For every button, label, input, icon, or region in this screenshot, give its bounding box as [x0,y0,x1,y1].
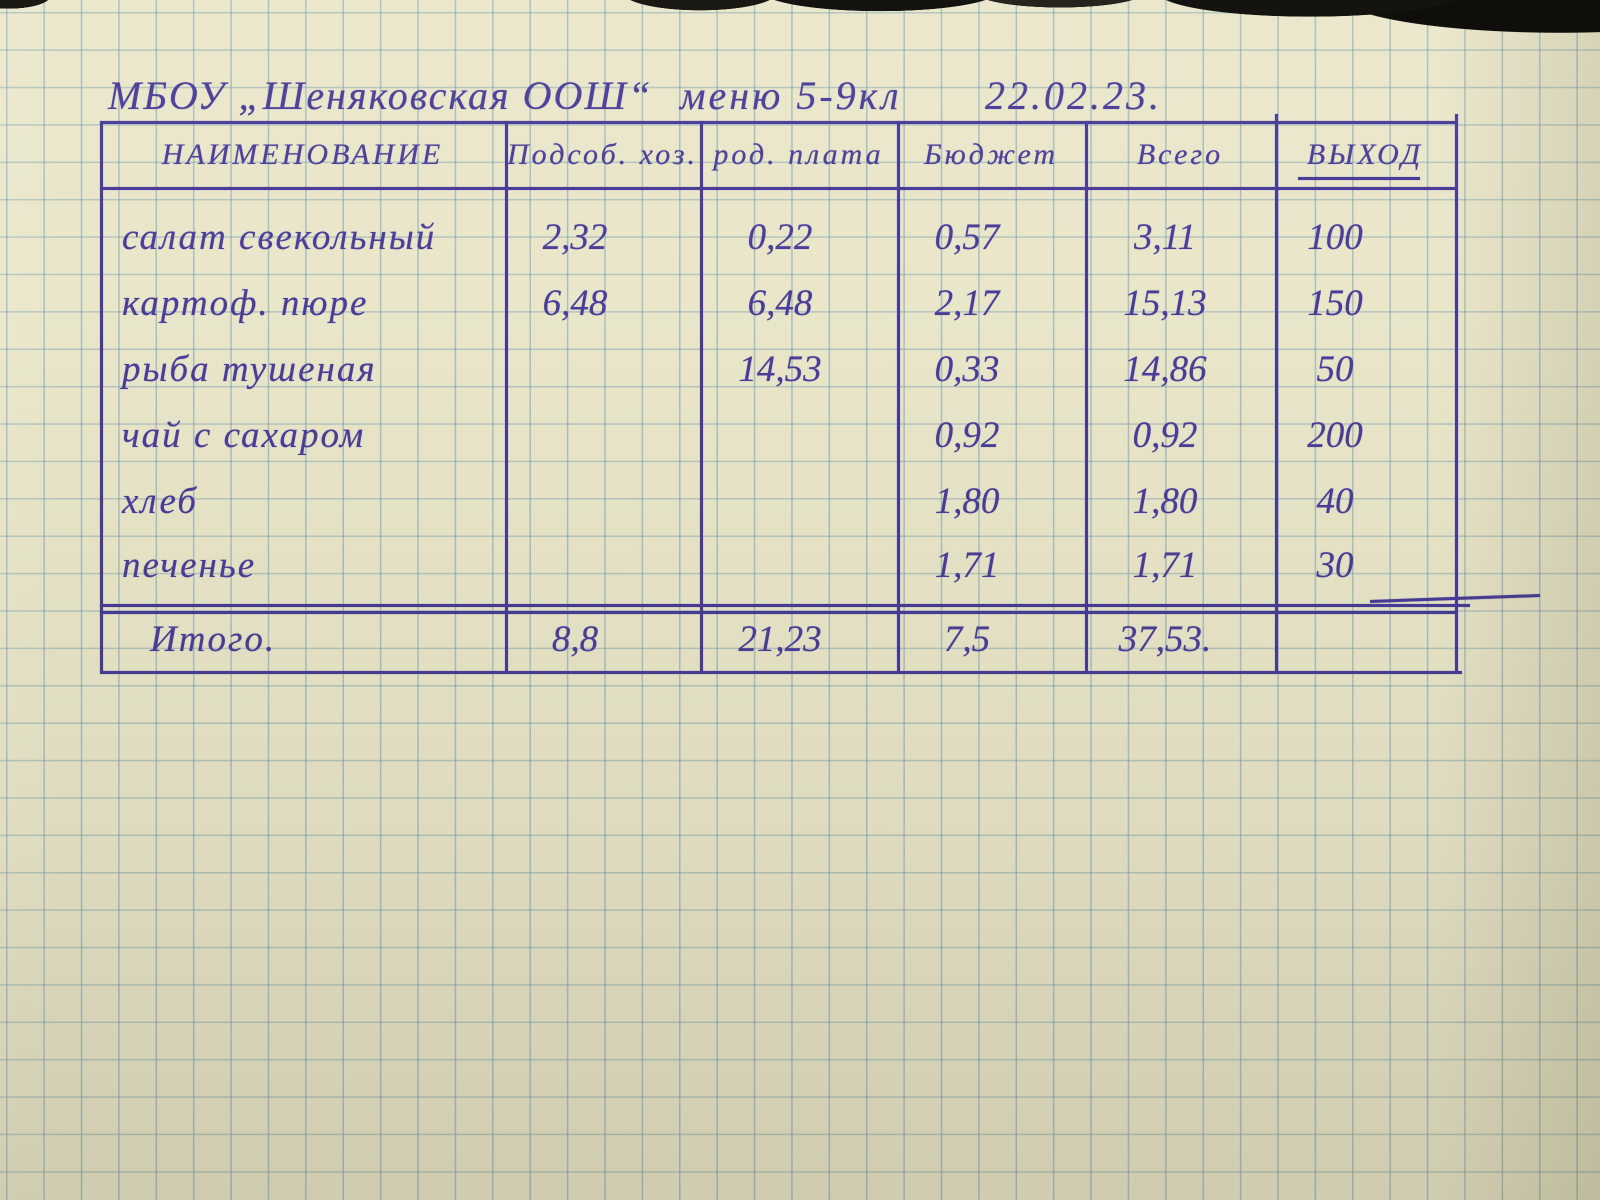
table-row: чай с сахаром 0,92 0,92 200 [0,414,1600,466]
dish-name: хлеб [122,481,199,522]
cell-podsob: 2,32 [542,217,608,258]
cell-vyhod: 100 [1307,217,1363,258]
cell-vyhod: 30 [1316,545,1354,586]
cell-rod: 21,23 [738,619,822,660]
dish-name: салат свекольный [122,217,437,258]
cell-vsego: 0,92 [1132,415,1198,456]
cell-vyhod: 50 [1316,349,1354,390]
table-row: печенье 1,71 1,71 30 [0,544,1600,596]
table-top-line [100,121,1457,124]
col-header-rod: род. плата [713,138,884,171]
cell-budget: 0,92 [934,415,1000,456]
cell-rod: 14,53 [738,349,822,390]
col-line-1 [505,121,508,672]
table-row: хлеб 1,80 1,80 40 [0,480,1600,532]
dish-name: печенье [122,545,257,586]
table-right-line [1455,114,1458,672]
cell-vsego: 3,11 [1133,217,1196,258]
top-edge-shadow [0,0,1600,70]
col-header-budget: Бюджет [923,138,1059,171]
cell-vsego: 14,86 [1123,349,1207,390]
cell-budget: 1,71 [934,545,1000,586]
totals-top-line-1 [100,604,1470,607]
table-row: салат свекольный 2,32 0,22 0,57 3,11 100 [0,216,1600,268]
col-header-name: НАИМЕНОВАНИЕ [161,138,444,171]
cell-vsego: 1,80 [1132,481,1198,522]
cell-vsego: 37,53. [1118,619,1212,660]
table-row: картоф. пюре 6,48 6,48 2,17 15,13 150 [0,282,1600,334]
page-title: МБОУ „Шеняковская ООШ“ меню 5-9кл 22.02.… [0,72,1600,124]
cell-vyhod: 150 [1307,283,1363,324]
col-header-vsego: Всего [1136,138,1224,171]
col-line-2 [700,121,703,672]
totals-row: Итого. 8,8 21,23 7,5 37,53. [0,618,1600,670]
table-left-line [100,121,103,672]
cell-vyhod: 200 [1307,415,1363,456]
cell-budget: 0,57 [934,217,1000,258]
dish-name: рыба тушеная [122,349,377,390]
cell-budget: 2,17 [934,283,1000,324]
totals-top-line-2 [100,611,1457,614]
table-header-row: НАИМЕНОВАНИЕ Подсоб. хоз. род. плата Бюд… [0,138,1600,190]
table-bottom-line [100,671,1462,674]
col-header-vyhod: ВЫХОД [1306,138,1424,171]
cell-budget: 7,5 [943,619,991,660]
vyhod-underline [1298,177,1420,180]
cell-vsego: 15,13 [1123,283,1207,324]
totals-label: Итого. [150,619,277,660]
table-row: рыба тушеная 14,53 0,33 14,86 50 [0,348,1600,400]
cell-vsego: 1,71 [1132,545,1198,586]
cell-budget: 1,80 [934,481,1000,522]
cell-budget: 0,33 [934,349,1000,390]
cell-podsob: 8,8 [551,619,599,660]
dish-name: чай с сахаром [122,415,366,456]
col-line-4 [1085,121,1088,672]
menu-label: меню 5-9кл [680,73,902,118]
cell-vyhod: 40 [1316,481,1354,522]
col-header-podsob: Подсоб. хоз. [506,138,699,171]
col-line-3 [897,121,900,672]
col-line-5 [1275,114,1278,672]
dish-name: картоф. пюре [122,283,369,324]
cell-podsob: 6,48 [542,283,608,324]
cell-rod: 0,22 [747,217,813,258]
school-name: МБОУ „Шеняковская ООШ“ [108,73,653,118]
date-label: 22.02.23. [985,73,1162,118]
header-bottom-line [100,187,1457,190]
cell-rod: 6,48 [747,283,813,324]
